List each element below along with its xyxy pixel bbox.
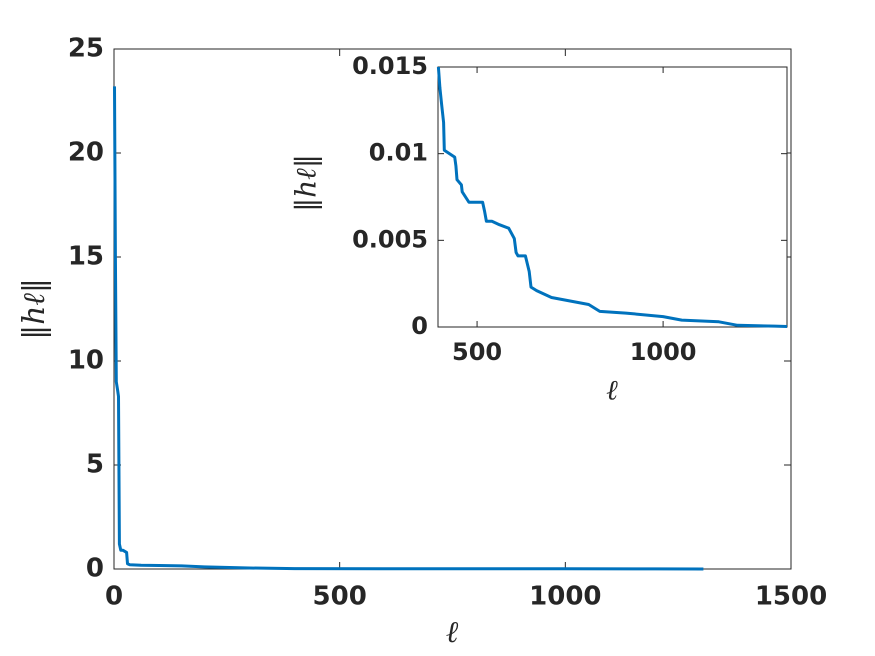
x-tick-label: 0 [105, 582, 123, 612]
data-line [436, 66, 788, 328]
y-tick-label: 0.015 [352, 52, 428, 80]
plot-area [437, 66, 788, 328]
y-tick-label: 0.005 [352, 225, 428, 253]
y-axis-label: ‖hℓ‖ [290, 154, 323, 212]
y-tick-label: 0 [86, 554, 104, 584]
y-tick-label: 15 [68, 242, 104, 272]
y-tick-label: 20 [68, 138, 104, 168]
x-tick-label: 1500 [755, 582, 827, 612]
y-tick-label: 10 [68, 346, 104, 376]
x-tick-label: 500 [313, 582, 367, 612]
x-tick-label: 1000 [529, 582, 601, 612]
data-line [113, 86, 704, 571]
x-tick-label: 500 [452, 338, 502, 366]
y-tick-label: 0 [411, 312, 428, 340]
y-tick-label: 5 [86, 450, 104, 480]
y-tick-label: 0.01 [369, 139, 428, 167]
x-axis-label: ℓ [446, 615, 459, 650]
y-tick-label: 25 [68, 34, 104, 64]
x-tick-label: 1000 [630, 338, 697, 366]
x-axis-label: ℓ [606, 374, 618, 407]
y-axis-label: ‖hℓ‖ [17, 278, 52, 340]
